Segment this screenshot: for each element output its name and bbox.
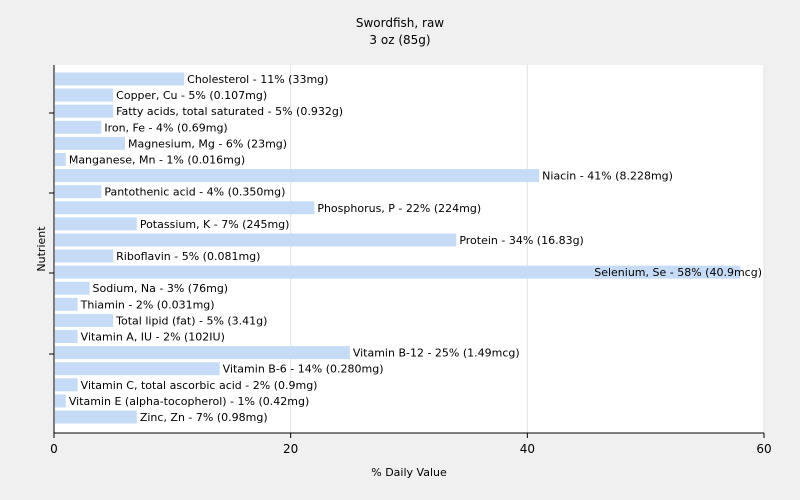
bar-label-cholesterol: Cholesterol - 11% (33mg): [187, 73, 328, 86]
bar-vitamin-c-total-ascorbic-acid: [55, 378, 78, 392]
bar-potassium-k: [55, 217, 137, 231]
bar-label-niacin: Niacin - 41% (8.228mg): [542, 170, 673, 183]
bar-labels-group: Cholesterol - 11% (33mg) Copper, Cu - 5% …: [69, 73, 762, 424]
x-tick-label: 40: [520, 442, 535, 456]
bar-label-vitamin-a-iu: Vitamin A, IU - 2% (102IU): [81, 331, 225, 344]
bars-group: [55, 72, 741, 424]
bar-riboflavin: [55, 249, 114, 263]
bar-zinc-zn: [55, 410, 137, 424]
gridlines: [290, 65, 765, 433]
bar-iron-fe: [55, 120, 102, 134]
bar-label-magnesium-mg: Magnesium, Mg - 6% (23mg): [128, 137, 287, 150]
bar-label-iron-fe: Iron, Fe - 4% (0.69mg): [104, 121, 227, 134]
bar-label-pantothenic-acid: Pantothenic acid - 4% (0.350mg): [104, 186, 285, 199]
bar-total-lipid-fat: [55, 313, 114, 327]
bar-label-vitamin-b-12: Vitamin B-12 - 25% (1.49mcg): [353, 347, 520, 360]
bar-label-fatty-acids-total-saturated: Fatty acids, total saturated - 5% (0.932…: [116, 105, 343, 118]
bar-label-total-lipid-fat: Total lipid (fat) - 5% (3.41g): [115, 314, 267, 327]
bar-phosphorus-p: [55, 201, 315, 215]
bar-vitamin-b-6: [55, 362, 220, 376]
bar-label-vitamin-b-6: Vitamin B-6 - 14% (0.280mg): [223, 363, 384, 376]
x-tick-label: 0: [50, 442, 58, 456]
chart-title: Swordfish, raw: [356, 16, 444, 30]
plot-area: [54, 65, 764, 433]
bar-niacin: [55, 169, 540, 183]
bar-selenium-se: [55, 265, 741, 279]
bar-label-manganese-mn: Manganese, Mn - 1% (0.016mg): [69, 153, 245, 166]
bar-pantothenic-acid: [55, 185, 102, 199]
y-axis-ticks: [49, 112, 54, 355]
bar-label-sodium-na: Sodium, Na - 3% (76mg): [93, 282, 229, 295]
bar-vitamin-b-12: [55, 346, 350, 360]
bar-manganese-mn: [55, 152, 66, 166]
bar-magnesium-mg: [55, 136, 125, 150]
bar-label-thiamin: Thiamin - 2% (0.031mg): [80, 298, 215, 311]
bar-label-zinc-zn: Zinc, Zn - 7% (0.98mg): [140, 411, 268, 424]
bar-vitamin-a-iu: [55, 330, 78, 344]
x-tick-label: 20: [283, 442, 298, 456]
bar-label-potassium-k: Potassium, K - 7% (245mg): [140, 218, 290, 231]
bar-copper-cu: [55, 88, 114, 102]
bar-vitamin-e-alpha-tocopherol: [55, 394, 66, 408]
bar-label-protein: Protein - 34% (16.83g): [459, 234, 584, 247]
bar-sodium-na: [55, 281, 90, 295]
bar-label-vitamin-e-alpha-tocopherol: Vitamin E (alpha-tocopherol) - 1% (0.42m…: [69, 395, 309, 408]
bar-label-selenium-se: Selenium, Se - 58% (40.9mcg): [594, 266, 762, 279]
bar-protein: [55, 233, 457, 247]
x-axis-ticks: 0 20 40 60: [50, 433, 772, 456]
x-axis-title: % Daily Value: [371, 466, 447, 479]
chart-subtitle: 3 oz (85g): [369, 33, 430, 47]
bar-label-copper-cu: Copper, Cu - 5% (0.107mg): [116, 89, 267, 102]
bar-label-vitamin-c-total-ascorbic-acid: Vitamin C, total ascorbic acid - 2% (0.9…: [81, 379, 318, 392]
bar-label-phosphorus-p: Phosphorus, P - 22% (224mg): [317, 202, 481, 215]
bar-fatty-acids-total-saturated: [55, 104, 114, 118]
bar-label-riboflavin: Riboflavin - 5% (0.081mg): [116, 250, 260, 263]
x-tick-label: 60: [756, 442, 771, 456]
bar-thiamin: [55, 297, 78, 311]
bar-cholesterol: [55, 72, 185, 86]
y-axis-title: Nutrient: [35, 226, 48, 272]
